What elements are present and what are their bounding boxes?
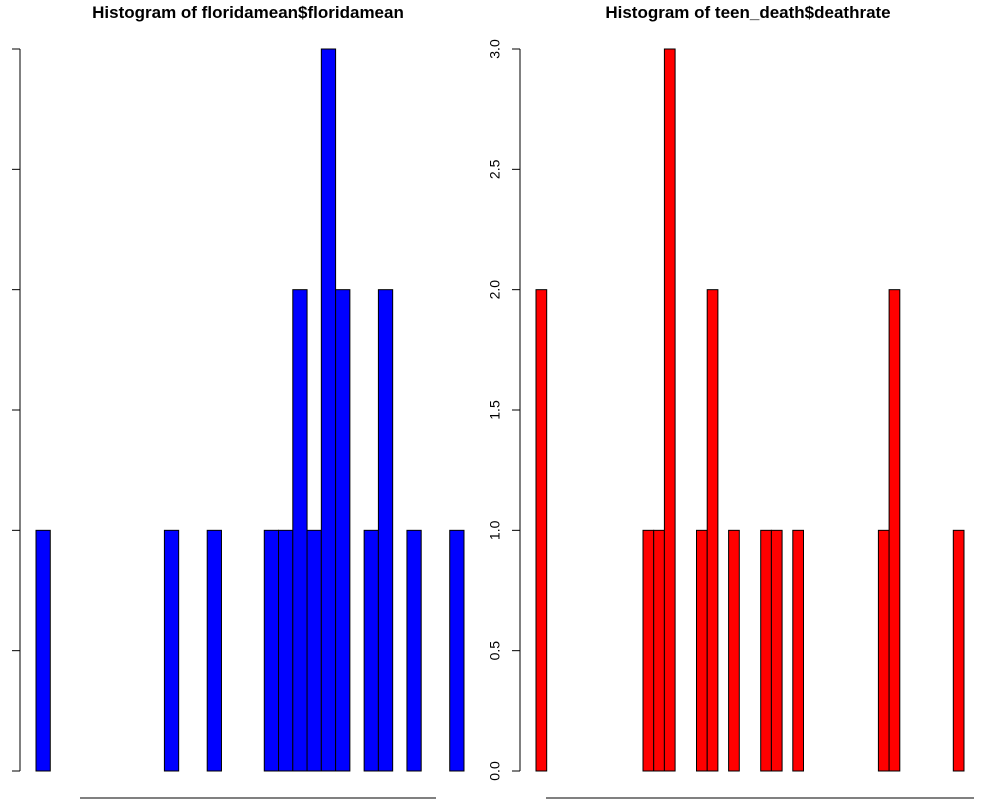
y-tick-label: 0.5 xyxy=(487,641,503,661)
histogram-bar xyxy=(335,289,351,772)
histogram-bar xyxy=(206,529,222,772)
histogram-bar xyxy=(642,529,655,772)
histogram-panel-deathrate: Histogram of teen_death$deathrate 0.0 0.5… xyxy=(487,3,974,799)
histogram-bar xyxy=(535,289,548,772)
y-tick-label: 0.0 xyxy=(487,761,503,781)
y-tick-label: 2.5 xyxy=(487,159,503,179)
histogram-panel-floridamean: Histogram of floridamean$floridamean xyxy=(12,3,465,799)
histogram-bar xyxy=(952,529,965,772)
histogram-bar xyxy=(406,529,422,772)
histogram-bar xyxy=(653,529,665,772)
histogram-bar xyxy=(320,48,337,772)
y-tick-label: 1.5 xyxy=(487,400,503,420)
histogram-bar xyxy=(449,529,465,772)
histogram-bar xyxy=(760,529,772,772)
histogram-bar xyxy=(877,529,890,772)
histogram-bar xyxy=(278,529,294,772)
histogram-bar xyxy=(728,529,740,772)
y-tick-label: 3.0 xyxy=(487,39,503,59)
y-tick-label: 2.0 xyxy=(487,280,503,300)
histogram-bar xyxy=(706,289,719,772)
chart-title-floridamean: Histogram of floridamean$floridamean xyxy=(92,3,404,22)
histogram-bar xyxy=(163,529,180,772)
histogram-bar xyxy=(263,529,280,772)
histogram-bar xyxy=(363,529,379,772)
histogram-bar xyxy=(888,289,901,772)
histogram-bar xyxy=(663,48,676,772)
histogram-bar xyxy=(292,289,308,772)
histogram-bar xyxy=(770,529,783,772)
histogram-bar xyxy=(377,289,394,772)
histogram-bar xyxy=(696,529,708,772)
histogram-bar xyxy=(306,529,322,772)
histogram-bar xyxy=(35,529,51,772)
chart-title-deathrate: Histogram of teen_death$deathrate xyxy=(605,3,890,22)
histogram-bar xyxy=(792,529,804,772)
y-tick-label: 1.0 xyxy=(487,520,503,540)
